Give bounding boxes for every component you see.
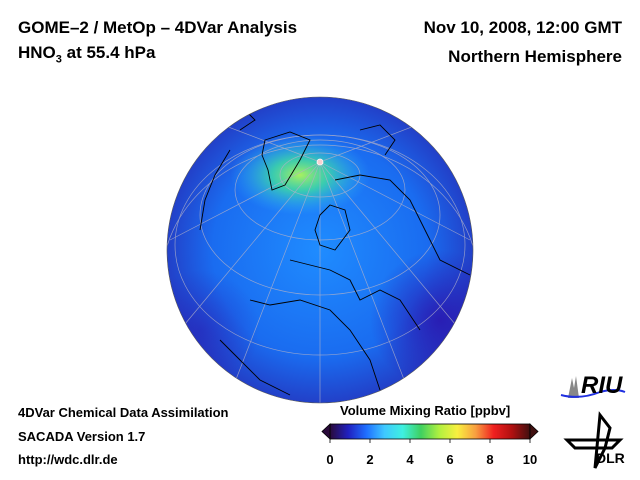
riu-logo-text: RIU	[581, 372, 623, 399]
north-pole-marker	[316, 158, 324, 166]
colorbar-title: Volume Mixing Ratio [ppbv]	[340, 403, 511, 418]
region-label: Northern Hemisphere	[448, 47, 622, 66]
riu-logo	[560, 376, 626, 398]
graticule	[167, 119, 473, 403]
coastlines	[199, 109, 471, 396]
map-subtitle: HNO3 at 55.4 hPa	[18, 43, 155, 65]
low-concentration-region	[370, 250, 473, 390]
colorbar-tick-label: 6	[446, 452, 454, 467]
colorbar	[329, 423, 531, 440]
colorbar-under-arrow	[321, 423, 331, 440]
species-subscript: 3	[55, 53, 62, 66]
pressure-level: at 55.4 hPa	[61, 43, 156, 62]
map-title: GOME–2 / MetOp – 4DVar Analysis	[18, 18, 298, 37]
species: HNO	[18, 43, 56, 62]
footer-line-1: 4DVar Chemical Data Assimilation	[18, 405, 229, 420]
dlr-logo	[563, 411, 624, 469]
colorbar-tick-label: 0	[326, 452, 334, 467]
colorbar-over-arrow	[529, 423, 539, 440]
colorbar-tick-label: 4	[406, 452, 414, 467]
footer-line-2: SACADA Version 1.7	[18, 429, 146, 444]
colorbar-tick-label: 2	[366, 452, 374, 467]
dlr-logo-text: DLR	[596, 450, 625, 466]
high-concentration-region	[230, 135, 370, 215]
colorbar-tick-label: 8	[486, 452, 494, 467]
colorbar-tick-label: 10	[522, 452, 538, 467]
footer-url[interactable]: http://wdc.dlr.de	[18, 452, 118, 467]
date-label: Nov 10, 2008, 12:00 GMT	[423, 18, 622, 37]
